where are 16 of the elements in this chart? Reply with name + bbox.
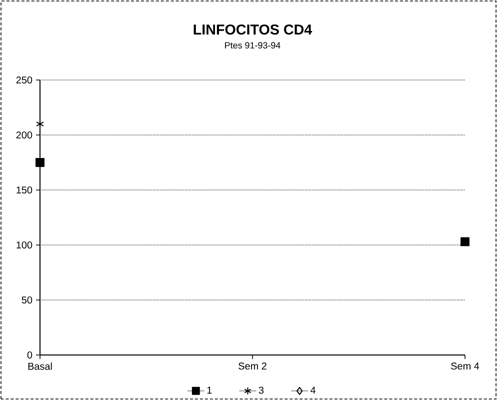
legend-label: 3 xyxy=(258,386,264,394)
y-tick-label: 50 xyxy=(22,296,32,304)
point xyxy=(460,237,470,246)
y-tick-label: 100 xyxy=(16,241,32,249)
point xyxy=(36,158,44,167)
legend-label: 4 xyxy=(310,386,316,394)
x-tick-label: Sem 4 xyxy=(451,362,480,370)
x-tick-label: Basal xyxy=(28,362,52,370)
x-tick-label: Sem 2 xyxy=(238,362,266,370)
y-tick-label: 200 xyxy=(16,131,32,139)
y-tick-label: 0 xyxy=(27,351,32,359)
legend-label: 1 xyxy=(207,386,212,394)
y-tick-label: 250 xyxy=(16,76,32,84)
y-tick-label: 150 xyxy=(16,186,32,194)
chart-title: LINFOCITOS CD4 xyxy=(194,24,312,35)
chart-subtitle: Ptes 91-93-94 xyxy=(225,42,280,49)
